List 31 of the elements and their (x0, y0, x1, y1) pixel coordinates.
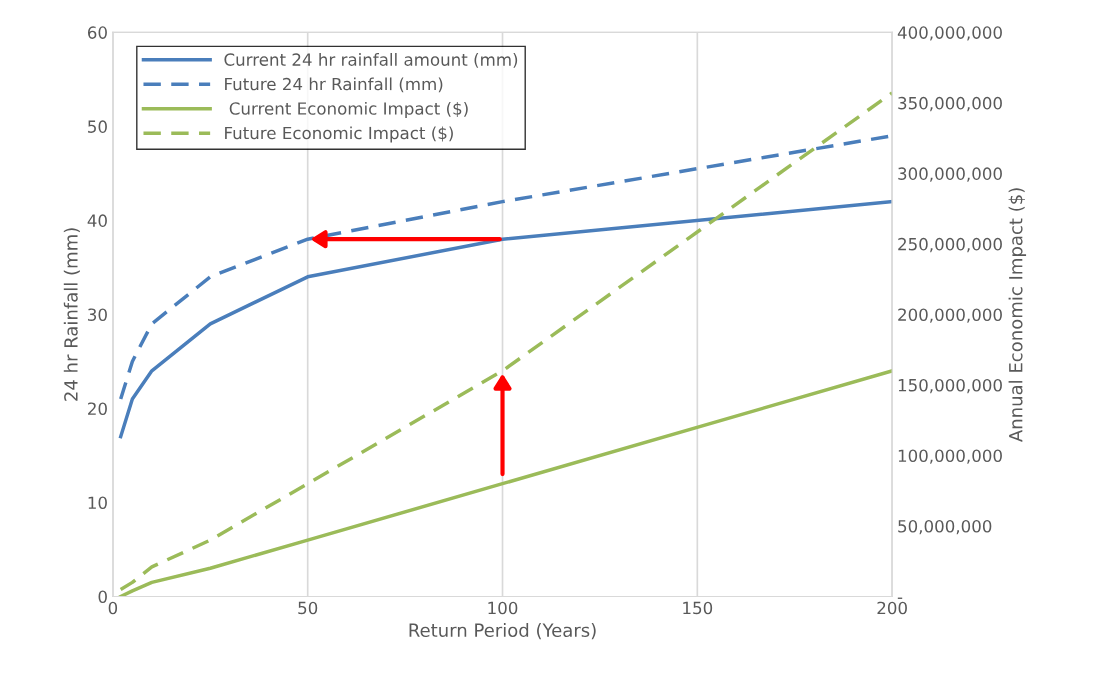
x-tick-label: 50 (298, 601, 318, 615)
y-axis-title: 24 hr Rainfall (mm) (63, 228, 80, 401)
y2-tick-label: 200,000,000 (898, 308, 1002, 323)
y2-tick-label: - (897, 597, 903, 599)
legend-label: Future Economic Impact ($) (225, 126, 453, 143)
x-tick-label: 0 (108, 601, 118, 615)
y-tick-label: 40 (87, 214, 107, 227)
y2-tick-label: 100,000,000 (898, 449, 1002, 464)
y2-axis-title: Annual Economic Impact ($) (1008, 188, 1027, 442)
y-tick-label: 0 (98, 590, 107, 604)
line-series (118, 199, 893, 439)
x-tick-label: 150 (683, 601, 713, 615)
line-series (118, 91, 893, 592)
y-tick-label: 20 (88, 402, 107, 416)
y2-tick-label: 250,000,000 (898, 237, 1002, 253)
line-series (118, 369, 893, 597)
x-tick-label: 200 (877, 601, 907, 615)
y2-tick-label: 350,000,000 (898, 96, 1002, 112)
y-tick-label: 30 (88, 308, 107, 321)
y2-tick-label: 300,000,000 (898, 167, 1002, 182)
y-tick-label: 60 (87, 26, 107, 39)
y2-tick-label: 50,000,000 (898, 519, 992, 535)
legend-label: Future 24 hr Rainfall (mm) (225, 77, 443, 93)
x-axis-title: Return Period (Years) (409, 623, 596, 640)
legend-label: Current Economic Impact ($) (229, 101, 468, 119)
y2-tick-label: 400,000,000 (897, 26, 1002, 41)
y-tick-label: 10 (88, 496, 107, 510)
legend-label: Current 24 hr rainfall amount (mm) (224, 52, 518, 68)
y2-tick-label: 150,000,000 (898, 378, 1002, 394)
x-tick-label: 100 (488, 601, 518, 615)
y-tick-label: 50 (88, 120, 107, 133)
